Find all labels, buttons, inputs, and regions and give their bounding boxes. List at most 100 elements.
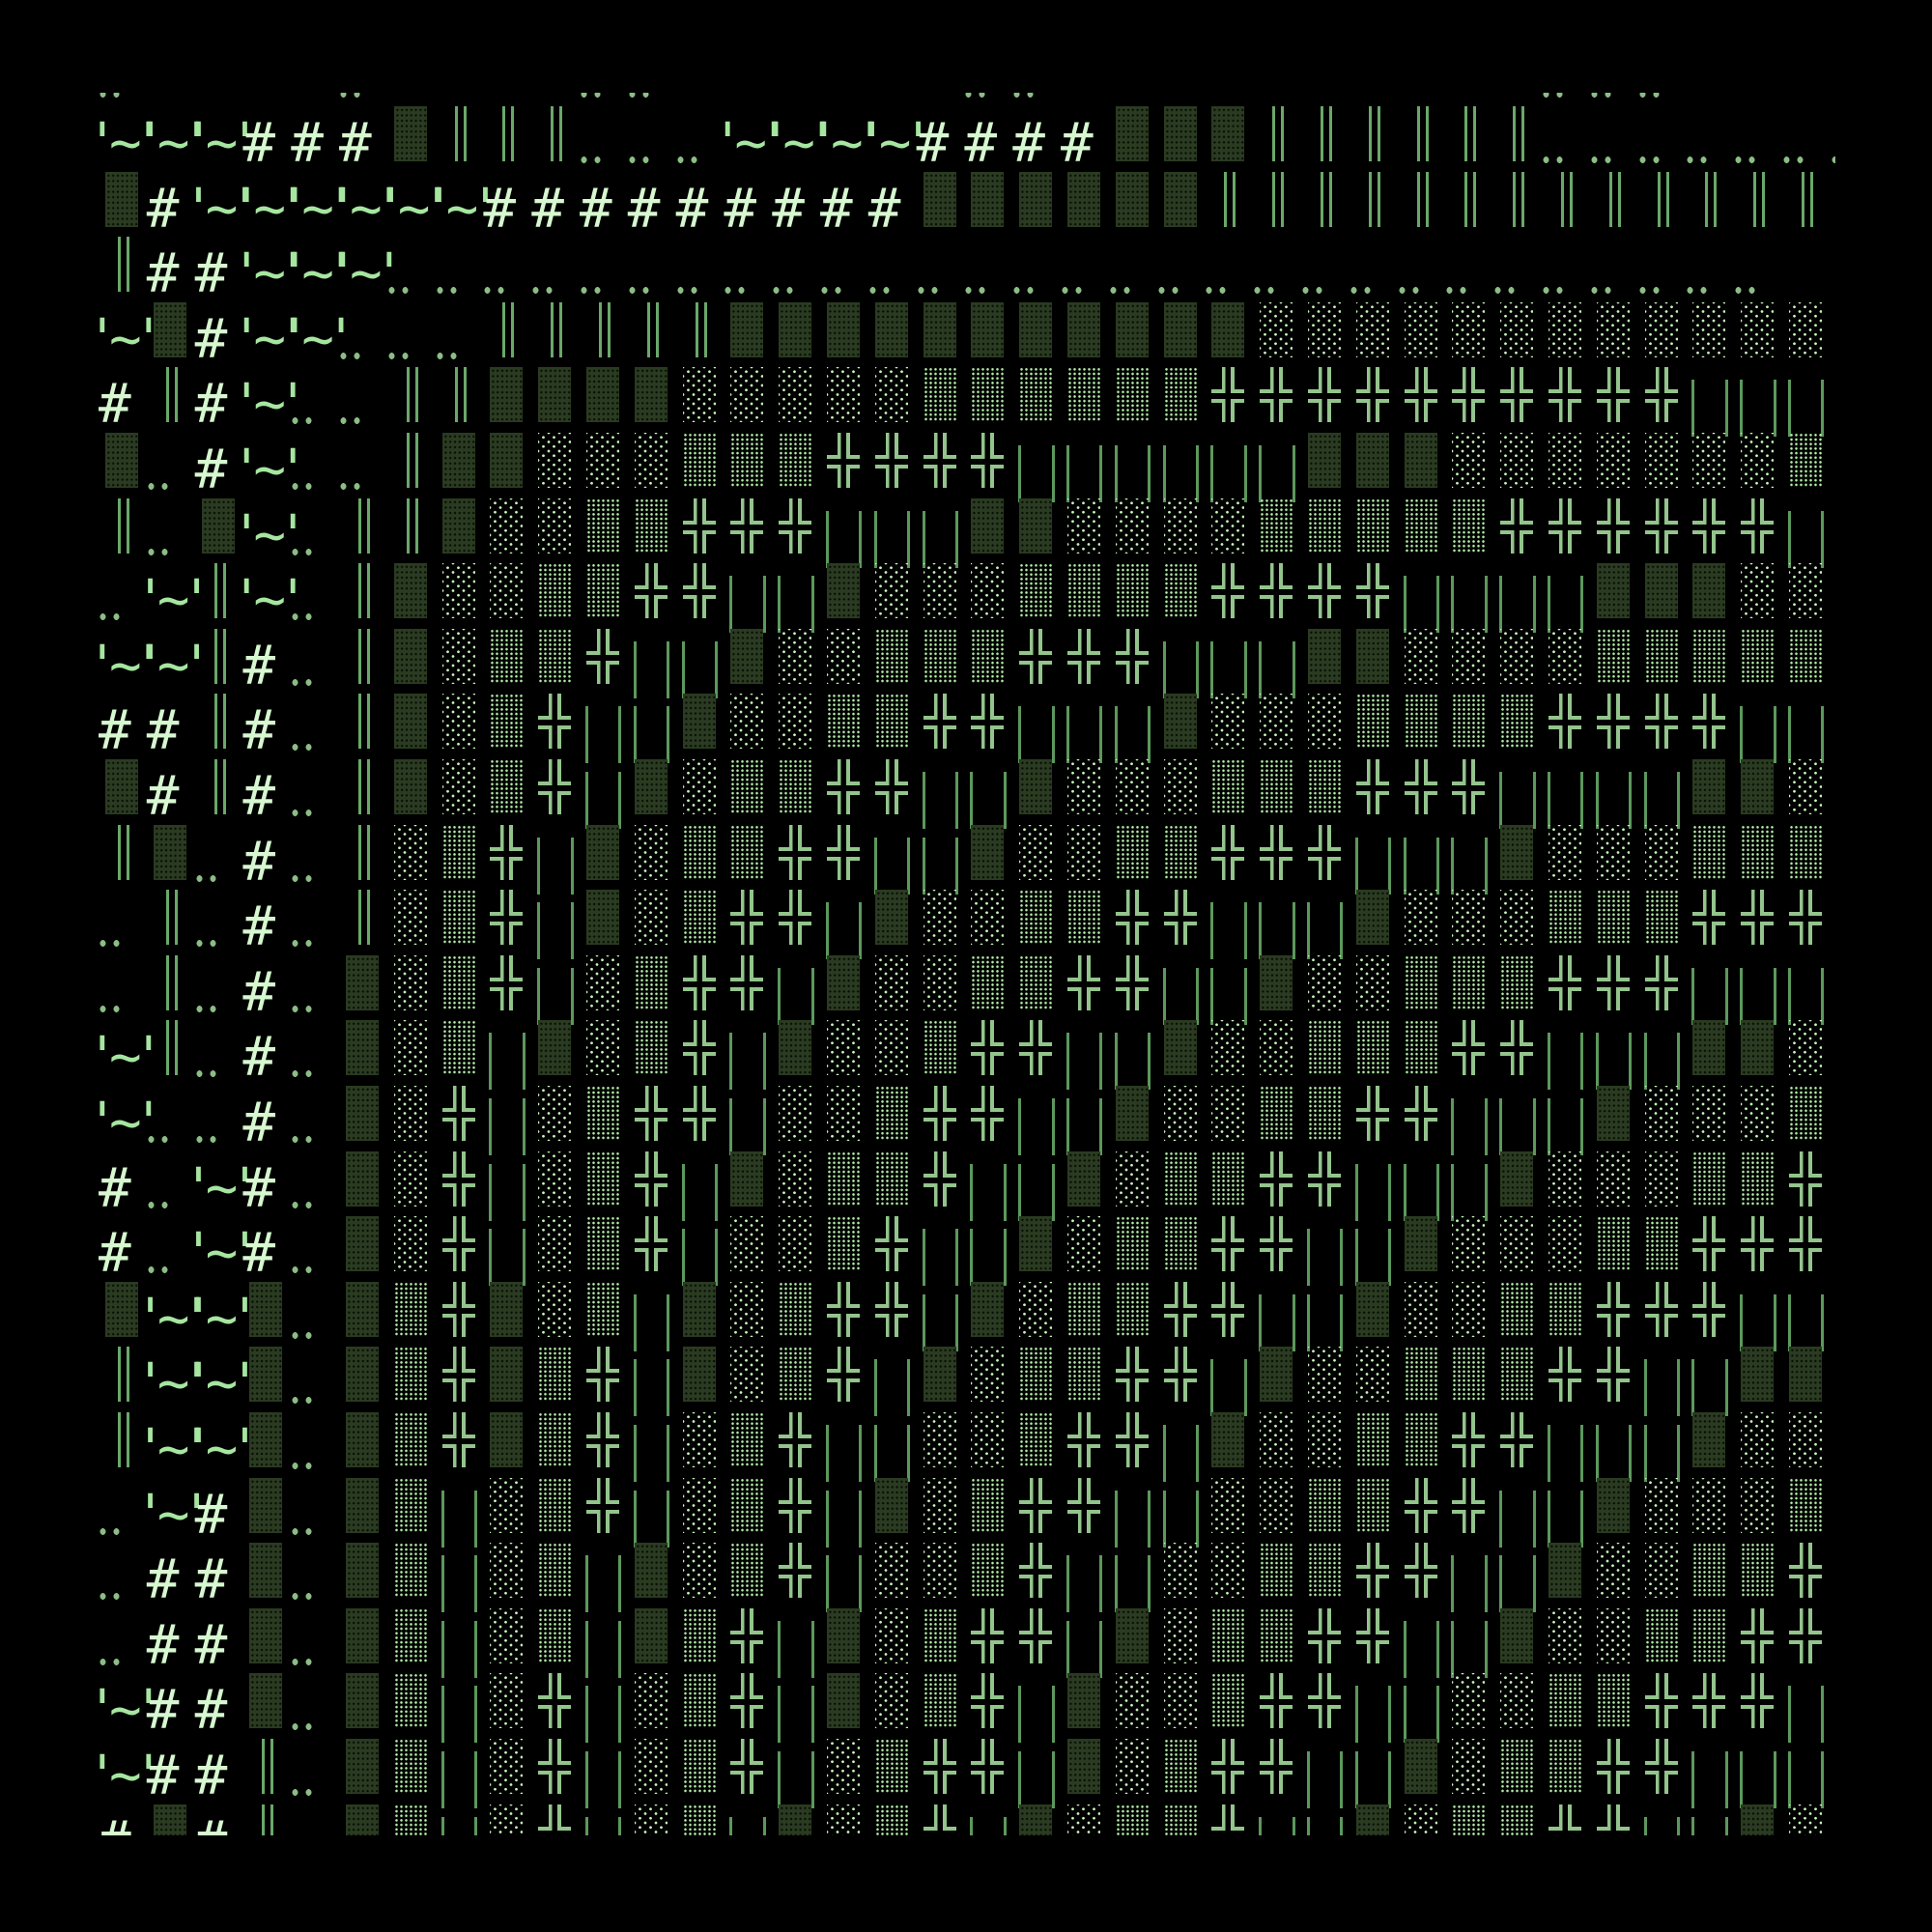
double-bar-cell: ║	[436, 106, 484, 175]
dark-shade-cell: ▓	[868, 1477, 917, 1547]
light-shade-cell: ░	[436, 694, 484, 762]
bar-pair-cell: │	[1061, 1089, 1109, 1155]
medium-shade-cell: ▒	[724, 1412, 772, 1481]
double-cross-cell: ╬	[1109, 890, 1157, 958]
dark-shade-cell: ▓	[820, 1607, 868, 1677]
two-dot-cell: ‥	[1350, 240, 1398, 305]
double-cross-cell: ╬	[436, 1151, 484, 1220]
bar-pair-cell: │	[1301, 1219, 1350, 1286]
double-cross-cell: ╬	[1831, 893, 1835, 958]
light-shade-cell: ░	[1061, 1804, 1109, 1835]
light-shade-cell: ░	[1301, 694, 1350, 762]
dark-shade-cell: ▓	[580, 367, 628, 436]
medium-shade-cell: ▒	[531, 1347, 580, 1415]
bar-pair-cell: │	[1734, 958, 1782, 1025]
light-shade-cell: ░	[1445, 890, 1493, 958]
medium-shade-cell: ▒	[868, 1739, 917, 1807]
double-bar-cell: ║	[242, 1804, 291, 1835]
tilde-cell: ~	[97, 1023, 164, 1089]
double-cross-cell: ╬	[1061, 1412, 1109, 1481]
light-shade-cell: ░	[868, 367, 917, 436]
two-dot-cell: ‥	[531, 240, 580, 305]
light-shade-cell: ░	[1205, 1543, 1253, 1611]
light-shade-cell: ░	[676, 367, 724, 436]
medium-shade-cell: ▒	[628, 954, 676, 1024]
dark-shade-cell: ▓	[964, 171, 1012, 241]
double-cross-cell: ╬	[1686, 1216, 1734, 1285]
medium-shade-cell: ▒	[1205, 1673, 1253, 1742]
bar-pair-cell: │	[1350, 1676, 1398, 1743]
dark-shade-cell: ▓	[868, 890, 917, 958]
double-cross-cell: ╬	[1493, 497, 1542, 567]
hash-cell: #	[820, 177, 853, 241]
double-cross-cell: ╬	[1542, 1804, 1590, 1835]
light-shade-cell: ░	[1686, 1086, 1734, 1154]
bar-pair-cell: │	[1253, 632, 1301, 698]
dark-shade-cell: ▓	[531, 1020, 580, 1089]
dark-shade-cell: ▓	[1734, 1804, 1782, 1835]
two-dot-cell: ‥	[1012, 93, 1061, 109]
medium-shade-cell: ▒	[1301, 759, 1350, 828]
hash-cell: #	[242, 1092, 276, 1154]
double-cross-cell: ╬	[628, 1151, 676, 1220]
bar-pair-cell: │	[1590, 1415, 1638, 1482]
hash-cell: #	[194, 439, 228, 501]
hash-cell: #	[242, 1156, 276, 1220]
light-shade-cell: ░	[772, 694, 820, 762]
tilde-cell: ~	[278, 305, 356, 371]
double-cross-cell: ╬	[1686, 497, 1734, 567]
tilde-cell: ~	[134, 632, 213, 697]
two-dot-cell: ‥	[291, 1154, 339, 1220]
light-shade-cell: ░	[1831, 1415, 1835, 1481]
light-shade-cell: ░	[483, 1477, 531, 1547]
double-cross-cell: ╬	[531, 1673, 580, 1742]
light-shade-cell: ░	[964, 1412, 1012, 1481]
double-cross-cell: ╬	[531, 1804, 580, 1835]
double-cross-cell: ╬	[917, 1739, 965, 1807]
hash-cell: #	[146, 177, 180, 241]
two-dot-cell: ‥	[195, 958, 243, 1024]
medium-shade-cell: ▒	[1686, 824, 1734, 894]
two-dot-cell: ‥	[99, 1481, 147, 1547]
double-cross-cell: ╬	[1350, 1607, 1398, 1677]
double-bar-cell: ║	[1445, 171, 1493, 241]
double-bar-cell: ║	[1398, 106, 1446, 175]
light-shade-cell: ░	[868, 563, 917, 632]
double-cross-cell: ╬	[724, 1739, 772, 1807]
dark-shade-cell: ▓	[1398, 433, 1446, 501]
hash-cell: #	[1061, 112, 1094, 175]
hash-cell: #	[146, 765, 180, 828]
light-shade-cell: ░	[1734, 1412, 1782, 1481]
medium-shade-cell: ▒	[436, 890, 484, 958]
hash-cell: #	[242, 765, 276, 828]
light-shade-cell: ░	[483, 1673, 531, 1742]
medium-shade-cell: ▒	[1542, 1281, 1590, 1350]
hash-cell: #	[242, 699, 276, 763]
light-shade-cell: ░	[1061, 497, 1109, 567]
bar-pair-cell: │	[628, 696, 676, 763]
double-cross-cell: ╬	[1590, 497, 1638, 567]
double-cross-cell: ╬	[1253, 563, 1301, 632]
medium-shade-cell: ▒	[724, 1477, 772, 1547]
light-shade-cell: ░	[1638, 1151, 1687, 1220]
dark-shade-cell: ▓	[99, 171, 147, 241]
light-shade-cell: ░	[387, 890, 436, 958]
tilde-cell: ~	[134, 566, 213, 632]
bar-pair-cell: │	[580, 1546, 628, 1612]
dark-shade-cell: ▓	[1205, 301, 1253, 371]
light-shade-cell: ░	[964, 890, 1012, 958]
dark-shade-cell: ▓	[628, 759, 676, 828]
two-dot-cell: ‥	[291, 1676, 339, 1742]
light-shade-cell: ░	[1157, 1607, 1206, 1677]
hash-cell: #	[194, 1548, 228, 1612]
bar-pair-cell: │	[1638, 1023, 1687, 1090]
dark-shade-cell: ▓	[1350, 1281, 1398, 1350]
light-shade-cell: ░	[531, 497, 580, 567]
dark-shade-cell: ▓	[1350, 1804, 1398, 1835]
bar-pair-cell: │	[964, 762, 1012, 829]
double-bar-cell: ║	[628, 301, 676, 371]
light-shade-cell: ░	[628, 1804, 676, 1835]
medium-shade-cell: ▒	[1253, 1086, 1301, 1154]
dark-shade-cell: ▓	[483, 1347, 531, 1415]
double-cross-cell: ╬	[1061, 1477, 1109, 1547]
